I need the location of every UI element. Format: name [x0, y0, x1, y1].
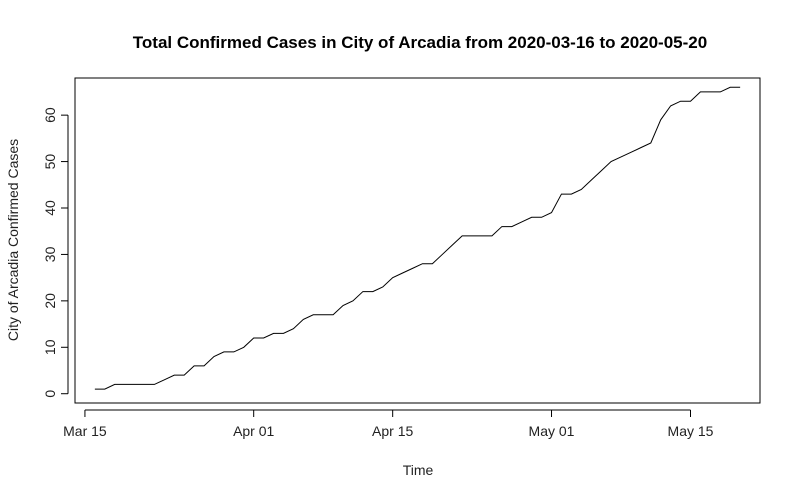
y-tick-label: 40 [42, 200, 58, 216]
y-tick-label: 10 [42, 339, 58, 355]
x-tick-label: Apr 15 [372, 423, 413, 439]
y-tick-label: 20 [42, 293, 58, 309]
x-tick-label: Apr 01 [233, 423, 274, 439]
plot-frame [74, 77, 761, 404]
series-line [94, 86, 741, 390]
y-axis: 0 10 20 30 40 50 60 [42, 107, 69, 398]
y-tick-label: 50 [42, 154, 58, 170]
chart-title: Total Confirmed Cases in City of Arcadia… [133, 33, 707, 52]
x-tick-label: May 15 [668, 423, 714, 439]
x-axis-label: Time [403, 462, 434, 478]
x-tick-label: May 01 [529, 423, 575, 439]
y-tick-label: 30 [42, 246, 58, 262]
y-tick-label: 0 [42, 390, 58, 398]
x-axis: Mar 15 Apr 01 Apr 15 May 01 May 15 [63, 409, 714, 439]
x-tick-label: Mar 15 [63, 423, 107, 439]
y-axis-label: City of Arcadia Confirmed Cases [5, 139, 21, 341]
y-tick-label: 60 [42, 107, 58, 123]
